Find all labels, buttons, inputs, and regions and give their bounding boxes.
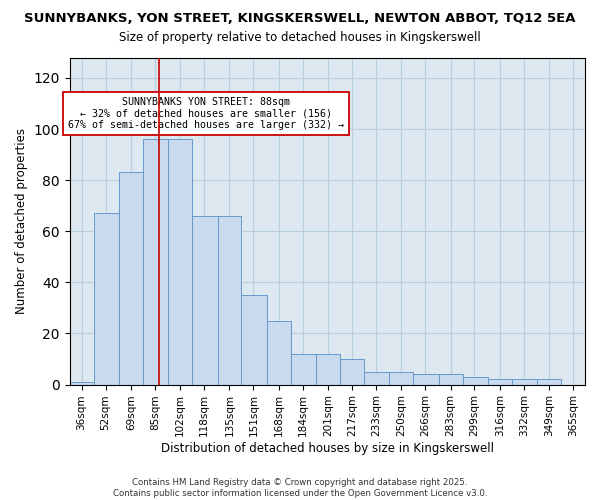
Bar xyxy=(488,380,512,384)
Bar xyxy=(512,380,537,384)
Bar xyxy=(291,354,316,384)
Bar xyxy=(241,295,267,384)
Bar xyxy=(463,377,488,384)
Bar xyxy=(537,380,561,384)
Bar xyxy=(119,172,143,384)
Bar xyxy=(168,140,192,384)
Text: SUNNYBANKS YON STREET: 88sqm
← 32% of detached houses are smaller (156)
67% of s: SUNNYBANKS YON STREET: 88sqm ← 32% of de… xyxy=(68,97,344,130)
Text: SUNNYBANKS, YON STREET, KINGSKERSWELL, NEWTON ABBOT, TQ12 5EA: SUNNYBANKS, YON STREET, KINGSKERSWELL, N… xyxy=(24,12,576,26)
Bar xyxy=(413,374,439,384)
Bar xyxy=(389,372,413,384)
Y-axis label: Number of detached properties: Number of detached properties xyxy=(15,128,28,314)
Bar xyxy=(70,382,94,384)
Bar xyxy=(316,354,340,384)
Bar xyxy=(192,216,218,384)
Text: Size of property relative to detached houses in Kingskerswell: Size of property relative to detached ho… xyxy=(119,31,481,44)
Bar xyxy=(218,216,241,384)
Bar xyxy=(364,372,389,384)
Bar xyxy=(340,359,364,384)
Bar xyxy=(143,140,168,384)
Text: Contains HM Land Registry data © Crown copyright and database right 2025.
Contai: Contains HM Land Registry data © Crown c… xyxy=(113,478,487,498)
X-axis label: Distribution of detached houses by size in Kingskerswell: Distribution of detached houses by size … xyxy=(161,442,494,455)
Bar xyxy=(267,320,291,384)
Bar xyxy=(94,214,119,384)
Bar xyxy=(439,374,463,384)
